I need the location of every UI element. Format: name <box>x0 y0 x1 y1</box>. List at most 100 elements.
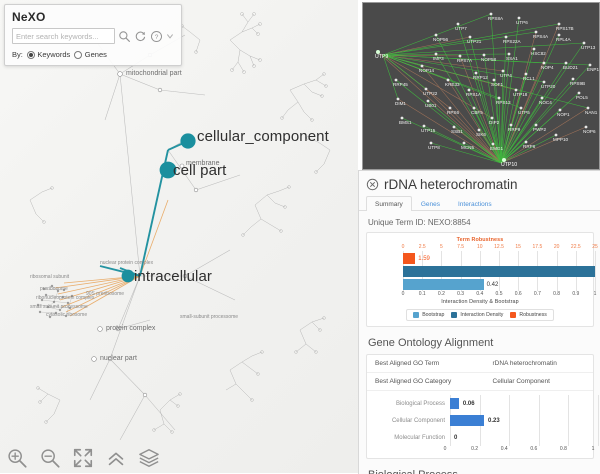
gene-node[interactable] <box>458 54 462 58</box>
gene-label[interactable]: UTP18 <box>513 92 528 97</box>
collapse-all-icon[interactable] <box>105 447 127 469</box>
gene-label[interactable]: BMS1 <box>399 120 412 125</box>
gene-node[interactable] <box>584 125 588 129</box>
close-circle-icon[interactable] <box>366 178 379 191</box>
detail-tabs[interactable]: Summary Genes Interactions <box>359 195 600 211</box>
fit-screen-icon[interactable] <box>72 447 94 469</box>
gene-label[interactable]: RRP45 <box>393 82 408 87</box>
gene-node[interactable] <box>542 80 546 84</box>
gene-label[interactable]: RPS1A <box>466 92 482 97</box>
gene-node[interactable] <box>482 53 486 57</box>
search-input[interactable] <box>12 28 115 44</box>
gene-node[interactable] <box>557 33 561 37</box>
radio-keywords-dot[interactable] <box>26 50 35 59</box>
gene-node[interactable] <box>468 35 472 39</box>
gene-label[interactable]: UTP20 <box>541 84 556 89</box>
gene-node[interactable] <box>586 106 590 110</box>
help-icon[interactable]: ? <box>150 30 163 43</box>
zoom-out-icon[interactable] <box>39 447 61 469</box>
label-intracellular[interactable]: intracellular <box>134 268 212 285</box>
gene-label[interactable]: UTP7 <box>455 26 467 31</box>
gene-label[interactable]: SSA1 <box>506 56 518 61</box>
gene-label[interactable]: DIM1 <box>395 101 406 106</box>
gene-node[interactable] <box>434 52 438 56</box>
gene-label[interactable]: RRP6 <box>523 144 536 149</box>
radio-genes-dot[interactable] <box>74 50 83 59</box>
layers-icon[interactable] <box>138 447 160 469</box>
gene-node[interactable] <box>517 16 521 20</box>
gene-node[interactable] <box>477 128 481 132</box>
gene-node[interactable] <box>557 22 561 26</box>
gene-node[interactable] <box>588 63 592 67</box>
ontology-tree-graph[interactable] <box>0 0 358 473</box>
term-detail-panel[interactable]: rDNA heterochromatin Summary Genes Inter… <box>358 170 600 474</box>
gene-interaction-network[interactable]: UTP9 UTP7 RPS8A UTP6 RPS17B NOP56 UTP21 RPS22A R… <box>362 2 600 170</box>
tab-interactions[interactable]: Interactions <box>457 201 492 208</box>
search-icon[interactable] <box>118 30 131 43</box>
gene-label[interactable]: UTP9 <box>375 54 388 60</box>
gene-label[interactable]: UTP4 <box>500 73 512 78</box>
label-nuclear-protein-complex[interactable]: nuclear protein complex <box>100 260 154 266</box>
gene-label[interactable]: NOP56 <box>433 37 449 42</box>
gene-label[interactable]: UB01 <box>425 103 437 108</box>
gene-node[interactable] <box>558 108 562 112</box>
label-cellular-component[interactable]: cellular_component <box>197 128 329 145</box>
gene-node[interactable] <box>492 78 496 82</box>
gene-node[interactable] <box>542 61 546 65</box>
gene-node[interactable] <box>554 133 558 137</box>
gene-label[interactable]: SSB1 <box>451 129 463 134</box>
gene-label[interactable]: RPS6 <box>447 110 459 115</box>
gene-label[interactable]: POL5 <box>576 95 588 100</box>
label-ribonucleoprotein-complex[interactable]: ribonucleoprotein complex <box>36 295 95 301</box>
gene-node[interactable] <box>532 47 536 51</box>
zoom-in-icon[interactable] <box>6 447 28 469</box>
gene-node[interactable] <box>424 87 428 91</box>
gene-node[interactable] <box>524 140 528 144</box>
gene-node[interactable] <box>420 64 424 68</box>
gene-label[interactable]: RPS4A <box>533 34 549 39</box>
gene-label[interactable]: NOC4 <box>539 100 552 105</box>
gene-label[interactable]: UTP15 <box>421 128 436 133</box>
gene-node[interactable] <box>564 61 568 65</box>
gene-node[interactable] <box>507 52 511 56</box>
gene-node[interactable] <box>582 41 586 45</box>
gene-label[interactable]: KRE33 <box>445 82 460 87</box>
gene-node[interactable] <box>394 78 398 82</box>
gene-node[interactable] <box>504 35 508 39</box>
gene-label[interactable]: RPS13 <box>496 100 511 105</box>
gene-label[interactable]: RPS17B <box>556 26 574 31</box>
gene-node[interactable] <box>534 30 538 34</box>
gene-node[interactable] <box>400 116 404 120</box>
gene-node[interactable] <box>571 77 575 81</box>
gene-node[interactable] <box>501 69 505 73</box>
label-membrane[interactable]: membrane <box>186 160 220 167</box>
gene-label[interactable]: DIP2 <box>489 120 500 125</box>
gene-label[interactable]: UTP8 <box>428 145 440 150</box>
gene-node[interactable] <box>519 106 523 110</box>
gene-node[interactable] <box>491 142 495 146</box>
gene-label[interactable]: MCN5 <box>461 145 474 150</box>
gene-label[interactable]: RRP9 <box>508 127 521 132</box>
tab-summary[interactable]: Summary <box>366 196 412 211</box>
gene-node[interactable] <box>448 106 452 110</box>
gene-label[interactable]: UTP5 <box>518 110 530 115</box>
tab-genes[interactable]: Genes <box>420 201 440 208</box>
gene-label[interactable]: UTP21 <box>467 39 482 44</box>
label-small-subunit-processome[interactable]: small subunit processome <box>30 304 88 310</box>
gene-label[interactable]: NOP58 <box>481 57 497 62</box>
gene-node[interactable] <box>422 124 426 128</box>
gene-label[interactable]: BUD21 <box>563 65 578 70</box>
gene-node[interactable] <box>540 96 544 100</box>
label-cytosolic-ribosome[interactable]: cytosolic ribosome <box>46 312 88 318</box>
gene-label[interactable]: PWP2 <box>533 127 546 132</box>
gene-node[interactable] <box>462 141 466 145</box>
gene-node[interactable] <box>456 22 460 26</box>
gene-node[interactable] <box>467 88 471 92</box>
gene-label[interactable]: UTP22 <box>423 91 438 96</box>
gene-label[interactable]: UTP6 <box>516 20 528 25</box>
gene-label[interactable]: IMP3 <box>433 56 444 61</box>
gene-label[interactable]: ENP1 <box>587 67 599 72</box>
gene-label[interactable]: EMG1 <box>490 146 503 151</box>
gene-label[interactable]: RRP12 <box>473 75 488 80</box>
gene-label[interactable]: RPS9B <box>570 81 585 86</box>
